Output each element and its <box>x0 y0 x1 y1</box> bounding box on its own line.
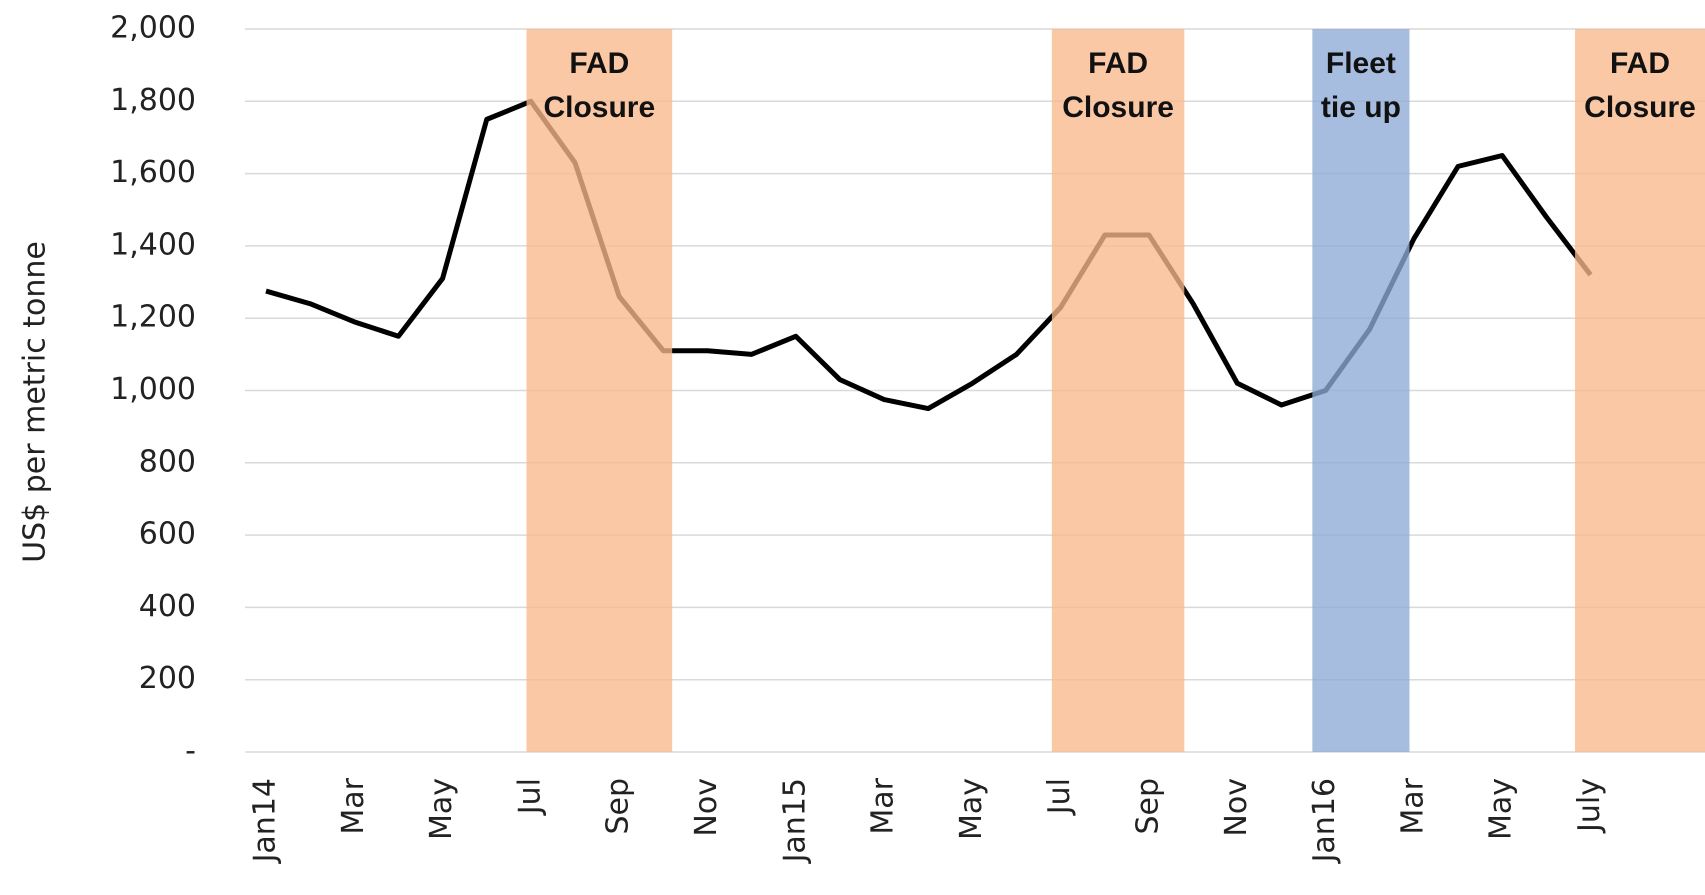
x-tick-label: Jul <box>512 778 547 816</box>
x-tick-label: Sep <box>1131 778 1166 835</box>
y-axis-title: US$ per metric tonne <box>18 241 53 563</box>
region-label: tie up <box>1321 91 1401 124</box>
y-tick-label: 1,400 <box>110 227 196 262</box>
y-tick-label: - <box>185 734 196 769</box>
x-tick-label: Sep <box>601 778 636 835</box>
region-label: Closure <box>1062 91 1174 124</box>
x-tick-label: July <box>1572 778 1607 834</box>
x-tick-label: Mar <box>866 777 901 834</box>
y-tick-label: 1,000 <box>110 372 196 407</box>
y-tick-label: 1,800 <box>110 83 196 118</box>
shaded-region <box>1051 29 1185 752</box>
y-tick-label: 1,600 <box>110 155 196 190</box>
region-label: Fleet <box>1326 47 1396 80</box>
x-tick-label: Nov <box>689 778 724 837</box>
shaded-region <box>526 29 673 752</box>
region-label: FAD <box>1610 47 1670 80</box>
x-tick-label: Jul <box>1042 778 1077 816</box>
x-tick-label: May <box>424 778 459 840</box>
y-tick-label: 400 <box>139 589 196 624</box>
region-label: Closure <box>1584 91 1696 124</box>
shaded-region <box>1575 29 1705 752</box>
x-tick-label: Nov <box>1219 778 1254 837</box>
x-tick-label: Mar <box>336 777 371 834</box>
x-tick-label: Jan14 <box>248 778 283 864</box>
shaded-regions <box>526 29 1705 752</box>
region-label: Closure <box>543 91 655 124</box>
x-tick-label: May <box>954 778 989 840</box>
y-tick-label: 1,200 <box>110 300 196 335</box>
shaded-region <box>1312 29 1410 752</box>
y-tick-label: 800 <box>139 444 196 479</box>
x-tick-label: Jan15 <box>777 778 812 864</box>
x-tick-label: Mar <box>1395 777 1430 834</box>
x-tick-label: Jan16 <box>1307 778 1342 864</box>
y-tick-label: 200 <box>139 661 196 696</box>
y-tick-label: 2,000 <box>110 11 196 46</box>
region-label: FAD <box>1088 47 1148 80</box>
x-tick-label: May <box>1484 778 1519 840</box>
y-tick-label: 600 <box>139 517 196 552</box>
region-label: FAD <box>569 47 629 80</box>
